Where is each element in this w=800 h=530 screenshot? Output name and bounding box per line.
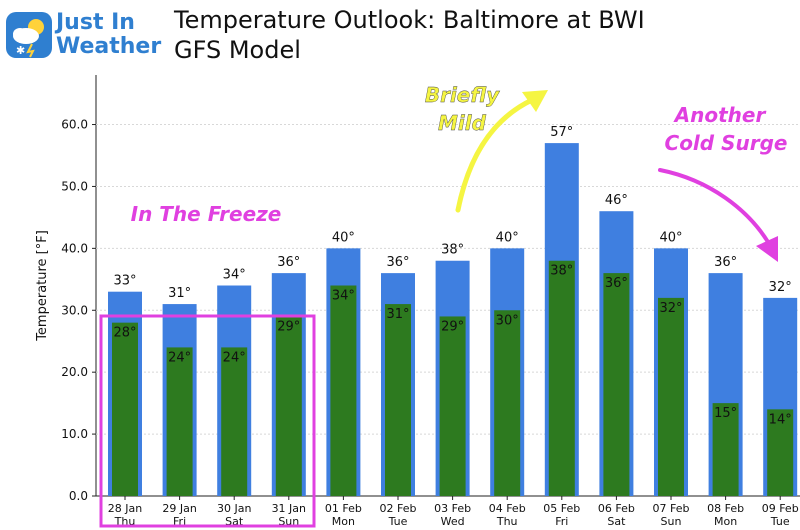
x-tick-date: 28 Jan — [108, 502, 142, 515]
low-temp-label: 15° — [714, 406, 737, 421]
x-tick-weekday: Mon — [332, 515, 355, 528]
low-temp-bar — [767, 409, 794, 496]
high-temp-label: 31° — [168, 286, 191, 301]
high-temp-label: 36° — [714, 255, 737, 270]
svg-text:✱: ✱ — [16, 44, 25, 57]
low-temp-label: 38° — [550, 264, 573, 279]
logo-text-line2: Weather — [56, 34, 162, 59]
chart-title: Temperature Outlook: Baltimore at BWI — [174, 6, 645, 34]
high-temp-label: 38° — [441, 243, 464, 258]
x-tick-date: 07 Feb — [653, 502, 690, 515]
low-temp-bar — [385, 304, 411, 496]
annotation-mild: Mild — [438, 111, 487, 135]
magenta-arrow-shaft — [658, 168, 770, 244]
y-tick-label: 0.0 — [69, 489, 88, 503]
x-tick-weekday: Sun — [661, 515, 682, 528]
low-temp-label: 29° — [441, 319, 464, 334]
x-tick-date: 05 Feb — [543, 502, 580, 515]
x-tick-weekday: Sat — [607, 515, 626, 528]
low-temp-bar — [330, 285, 357, 496]
x-tick-date: 29 Jan — [162, 502, 196, 515]
high-temp-label: 40° — [332, 230, 355, 245]
low-temp-bar — [712, 403, 739, 496]
header: ✱ Just In Weather Temperature Outlook: B… — [0, 0, 800, 70]
high-temp-label: 57° — [550, 125, 573, 140]
y-tick-label: 10.0 — [61, 427, 88, 441]
freeze-highlight-box — [99, 314, 316, 528]
high-temp-label: 32° — [769, 280, 792, 295]
low-temp-bar — [166, 347, 193, 496]
cloud-sun-snow-icon: ✱ — [6, 12, 52, 58]
high-temp-label: 40° — [496, 230, 519, 245]
low-temp-label: 29° — [277, 319, 300, 334]
annotation-in-the-freeze: In The Freeze — [131, 202, 282, 226]
low-temp-label: 24° — [168, 350, 191, 365]
low-temp-bar — [548, 260, 575, 496]
y-tick-label: 60.0 — [61, 118, 88, 132]
annotation-cold-surge: Cold Surge — [665, 131, 788, 155]
yellow-arrow-shaft — [455, 97, 535, 213]
x-tick-weekday: Wed — [441, 515, 465, 528]
low-temp-bar — [439, 316, 466, 496]
low-temp-bar — [221, 347, 248, 496]
high-temp-label: 33° — [113, 274, 136, 289]
low-temp-label: 31° — [386, 307, 409, 322]
annotation-briefly: Briefly — [425, 83, 500, 107]
x-tick-weekday: Tue — [388, 515, 408, 528]
high-temp-label: 36° — [277, 255, 300, 270]
low-temp-bar — [603, 273, 630, 496]
x-tick-weekday: Mon — [714, 515, 737, 528]
low-temp-label: 24° — [223, 350, 246, 365]
logo: ✱ Just In Weather — [4, 8, 164, 66]
y-axis-label: Temperature [°F] — [35, 230, 50, 342]
x-tick-date: 04 Feb — [489, 502, 526, 515]
high-temp-label: 46° — [605, 193, 628, 208]
annotation-another: Another — [673, 103, 767, 127]
x-tick-date: 03 Feb — [434, 502, 471, 515]
magenta-arrow-head — [756, 236, 778, 262]
y-tick-label: 20.0 — [61, 365, 88, 379]
x-tick-date: 09 Feb — [762, 502, 799, 515]
low-temp-bar — [112, 322, 138, 496]
low-temp-bar — [494, 310, 521, 496]
x-tick-date: 02 Feb — [380, 502, 417, 515]
high-temp-label: 40° — [659, 230, 682, 245]
yellow-arrow-head — [522, 90, 548, 112]
x-tick-date: 08 Feb — [707, 502, 744, 515]
logo-text-line1: Just In — [56, 10, 135, 35]
low-temp-label: 36° — [605, 276, 628, 291]
low-temp-label: 14° — [769, 412, 792, 427]
x-tick-date: 30 Jan — [217, 502, 251, 515]
low-temp-label: 30° — [496, 313, 519, 328]
low-temp-label: 34° — [332, 289, 355, 304]
x-tick-date: 01 Feb — [325, 502, 362, 515]
low-temp-bar — [275, 316, 302, 496]
y-tick-label: 30.0 — [61, 303, 88, 317]
chart-subtitle: GFS Model — [174, 36, 301, 64]
x-tick-weekday: Tue — [770, 515, 790, 528]
low-temp-bar — [658, 297, 684, 496]
x-tick-date: 31 Jan — [272, 502, 306, 515]
low-temp-label: 28° — [113, 326, 136, 341]
y-tick-label: 50.0 — [61, 179, 88, 193]
high-temp-label: 36° — [386, 255, 409, 270]
high-temp-label: 34° — [223, 268, 246, 283]
low-temp-label: 32° — [659, 301, 682, 316]
x-tick-weekday: Fri — [555, 515, 568, 528]
x-tick-weekday: Thu — [496, 515, 518, 528]
x-tick-date: 06 Feb — [598, 502, 635, 515]
y-tick-label: 40.0 — [61, 241, 88, 255]
